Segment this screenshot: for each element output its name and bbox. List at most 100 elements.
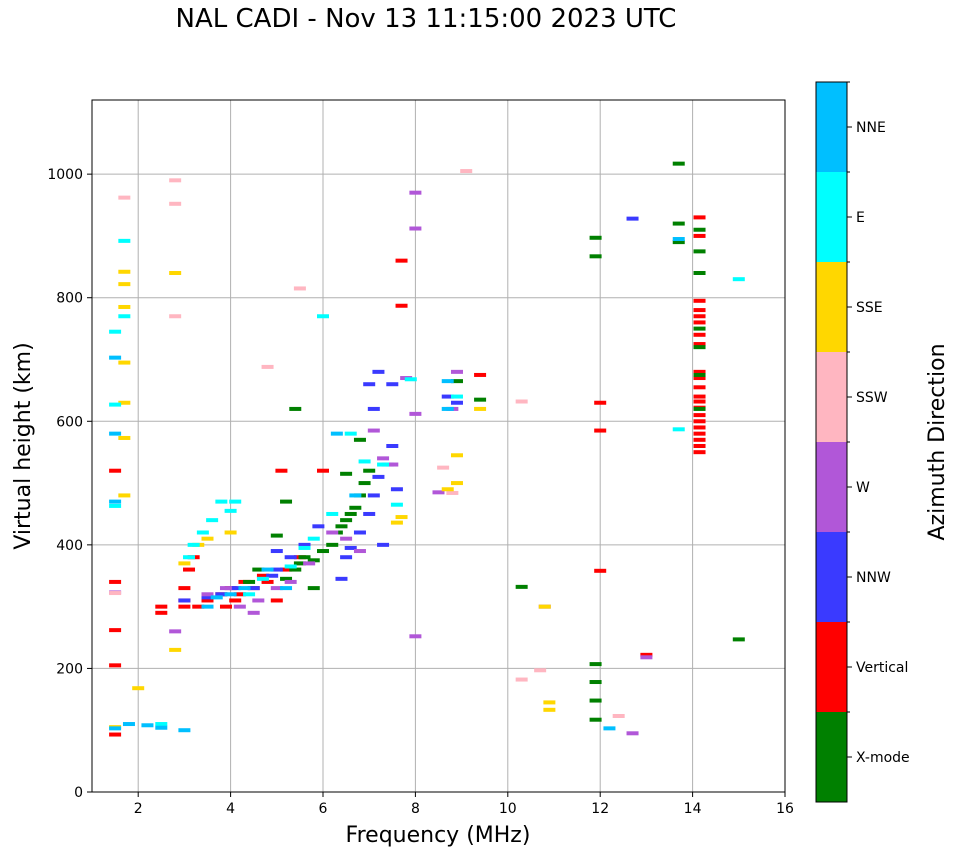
- data-point-e: [358, 459, 371, 464]
- y-axis-label: Virtual height (km): [11, 342, 36, 549]
- plot-frame: [91, 99, 786, 793]
- data-point-sse: [543, 707, 556, 712]
- data-point-x-mode: [732, 637, 745, 642]
- data-point-vertical: [155, 610, 168, 615]
- data-point-vertical: [693, 320, 706, 325]
- colorbar: X-mode Vertical NNW W SSW SSE E NNE: [815, 81, 910, 803]
- data-point-vertical: [693, 437, 706, 442]
- data-point-nne: [122, 722, 135, 727]
- data-point-vertical: [109, 663, 122, 668]
- data-point-nnw: [377, 542, 390, 547]
- data-point-nnw: [312, 524, 325, 529]
- x-tick-label: 2: [134, 801, 143, 817]
- data-point-sse: [118, 493, 131, 498]
- data-point-x-mode: [589, 235, 602, 240]
- data-point-ssw: [437, 465, 450, 470]
- data-point-w: [640, 655, 653, 660]
- y-tick-label: 200: [56, 661, 83, 677]
- data-point-nnw: [215, 592, 228, 597]
- data-point-nnw: [367, 493, 380, 498]
- x-tick-label: 14: [684, 801, 702, 817]
- y-tick-label: 600: [56, 414, 83, 430]
- data-point-x-mode: [289, 406, 302, 411]
- colorbar-frame: [815, 81, 848, 803]
- data-point-vertical: [594, 568, 607, 573]
- data-point-e: [256, 576, 269, 581]
- data-point-nne: [109, 499, 122, 504]
- data-point-vertical: [693, 308, 706, 313]
- x-tick-label: 6: [319, 801, 328, 817]
- data-point-x-mode: [693, 345, 706, 350]
- x-tick-label: 16: [776, 801, 794, 817]
- data-point-x-mode: [358, 481, 371, 486]
- data-point-x-mode: [293, 561, 306, 566]
- data-point-w: [367, 428, 380, 433]
- data-point-sse: [450, 453, 463, 458]
- data-point-e: [450, 394, 463, 399]
- data-point-nne: [603, 726, 616, 731]
- colorbar-label-e: E: [856, 210, 865, 226]
- x-tick-label: 10: [499, 801, 517, 817]
- data-point-nnw: [390, 487, 403, 492]
- data-point-w: [247, 610, 260, 615]
- data-point-nnw: [266, 573, 279, 578]
- data-point-ssw: [515, 399, 528, 404]
- data-point-nnw: [298, 542, 311, 547]
- data-point-sse: [390, 520, 403, 525]
- data-point-vertical: [317, 468, 329, 473]
- data-point-sse: [118, 400, 131, 405]
- data-point-vertical: [693, 431, 706, 436]
- data-point-x-mode: [326, 542, 339, 547]
- data-point-vertical: [219, 604, 232, 609]
- data-point-vertical: [693, 450, 706, 455]
- data-point-x-mode: [693, 271, 706, 275]
- data-point-w: [432, 490, 445, 495]
- y-tick-label: 0: [74, 785, 83, 801]
- data-point-sse: [224, 530, 237, 535]
- data-point-vertical: [693, 399, 706, 404]
- y-tick-label: 800: [56, 291, 83, 307]
- data-point-sse: [441, 487, 454, 492]
- data-point-vertical: [693, 342, 706, 347]
- data-point-x-mode: [363, 468, 376, 473]
- data-point-ssw: [261, 364, 274, 369]
- data-point-ssw: [118, 195, 131, 200]
- data-point-vertical: [693, 385, 706, 390]
- data-point-e: [243, 592, 256, 597]
- data-point-nne: [441, 379, 454, 384]
- data-point-e: [284, 564, 297, 569]
- data-point-ssw: [169, 178, 182, 183]
- data-point-nne: [672, 237, 685, 242]
- data-point-w: [626, 731, 639, 736]
- data-point-x-mode: [672, 221, 685, 226]
- data-point-x-mode: [280, 499, 293, 504]
- data-point-x-mode: [344, 511, 357, 516]
- data-point-vertical: [109, 579, 122, 584]
- data-point-nnw: [372, 369, 385, 374]
- data-point-sse: [395, 515, 408, 520]
- data-point-w: [353, 549, 366, 554]
- y-tick-label: 400: [56, 538, 83, 554]
- data-point-vertical: [693, 376, 706, 381]
- x-axis-label: Frequency (MHz): [346, 823, 531, 848]
- data-point-w: [340, 536, 353, 541]
- data-point-sse: [178, 561, 191, 566]
- data-point-x-mode: [317, 549, 329, 554]
- data-point-x-mode: [349, 505, 362, 510]
- data-point-x-mode: [298, 555, 311, 560]
- data-point-nne: [261, 567, 274, 572]
- data-point-x-mode: [474, 397, 487, 402]
- data-point-w: [409, 226, 422, 231]
- data-point-vertical: [693, 298, 706, 303]
- data-point-ssw: [293, 286, 306, 291]
- data-point-x-mode: [693, 406, 706, 411]
- data-point-vertical: [594, 400, 607, 405]
- data-point-w: [409, 411, 422, 416]
- data-point-e: [215, 499, 228, 504]
- data-point-vertical: [640, 652, 653, 657]
- data-point-vertical: [155, 604, 168, 609]
- data-point-vertical: [693, 233, 706, 238]
- data-point-vertical: [693, 444, 706, 448]
- data-point-x-mode: [280, 576, 293, 581]
